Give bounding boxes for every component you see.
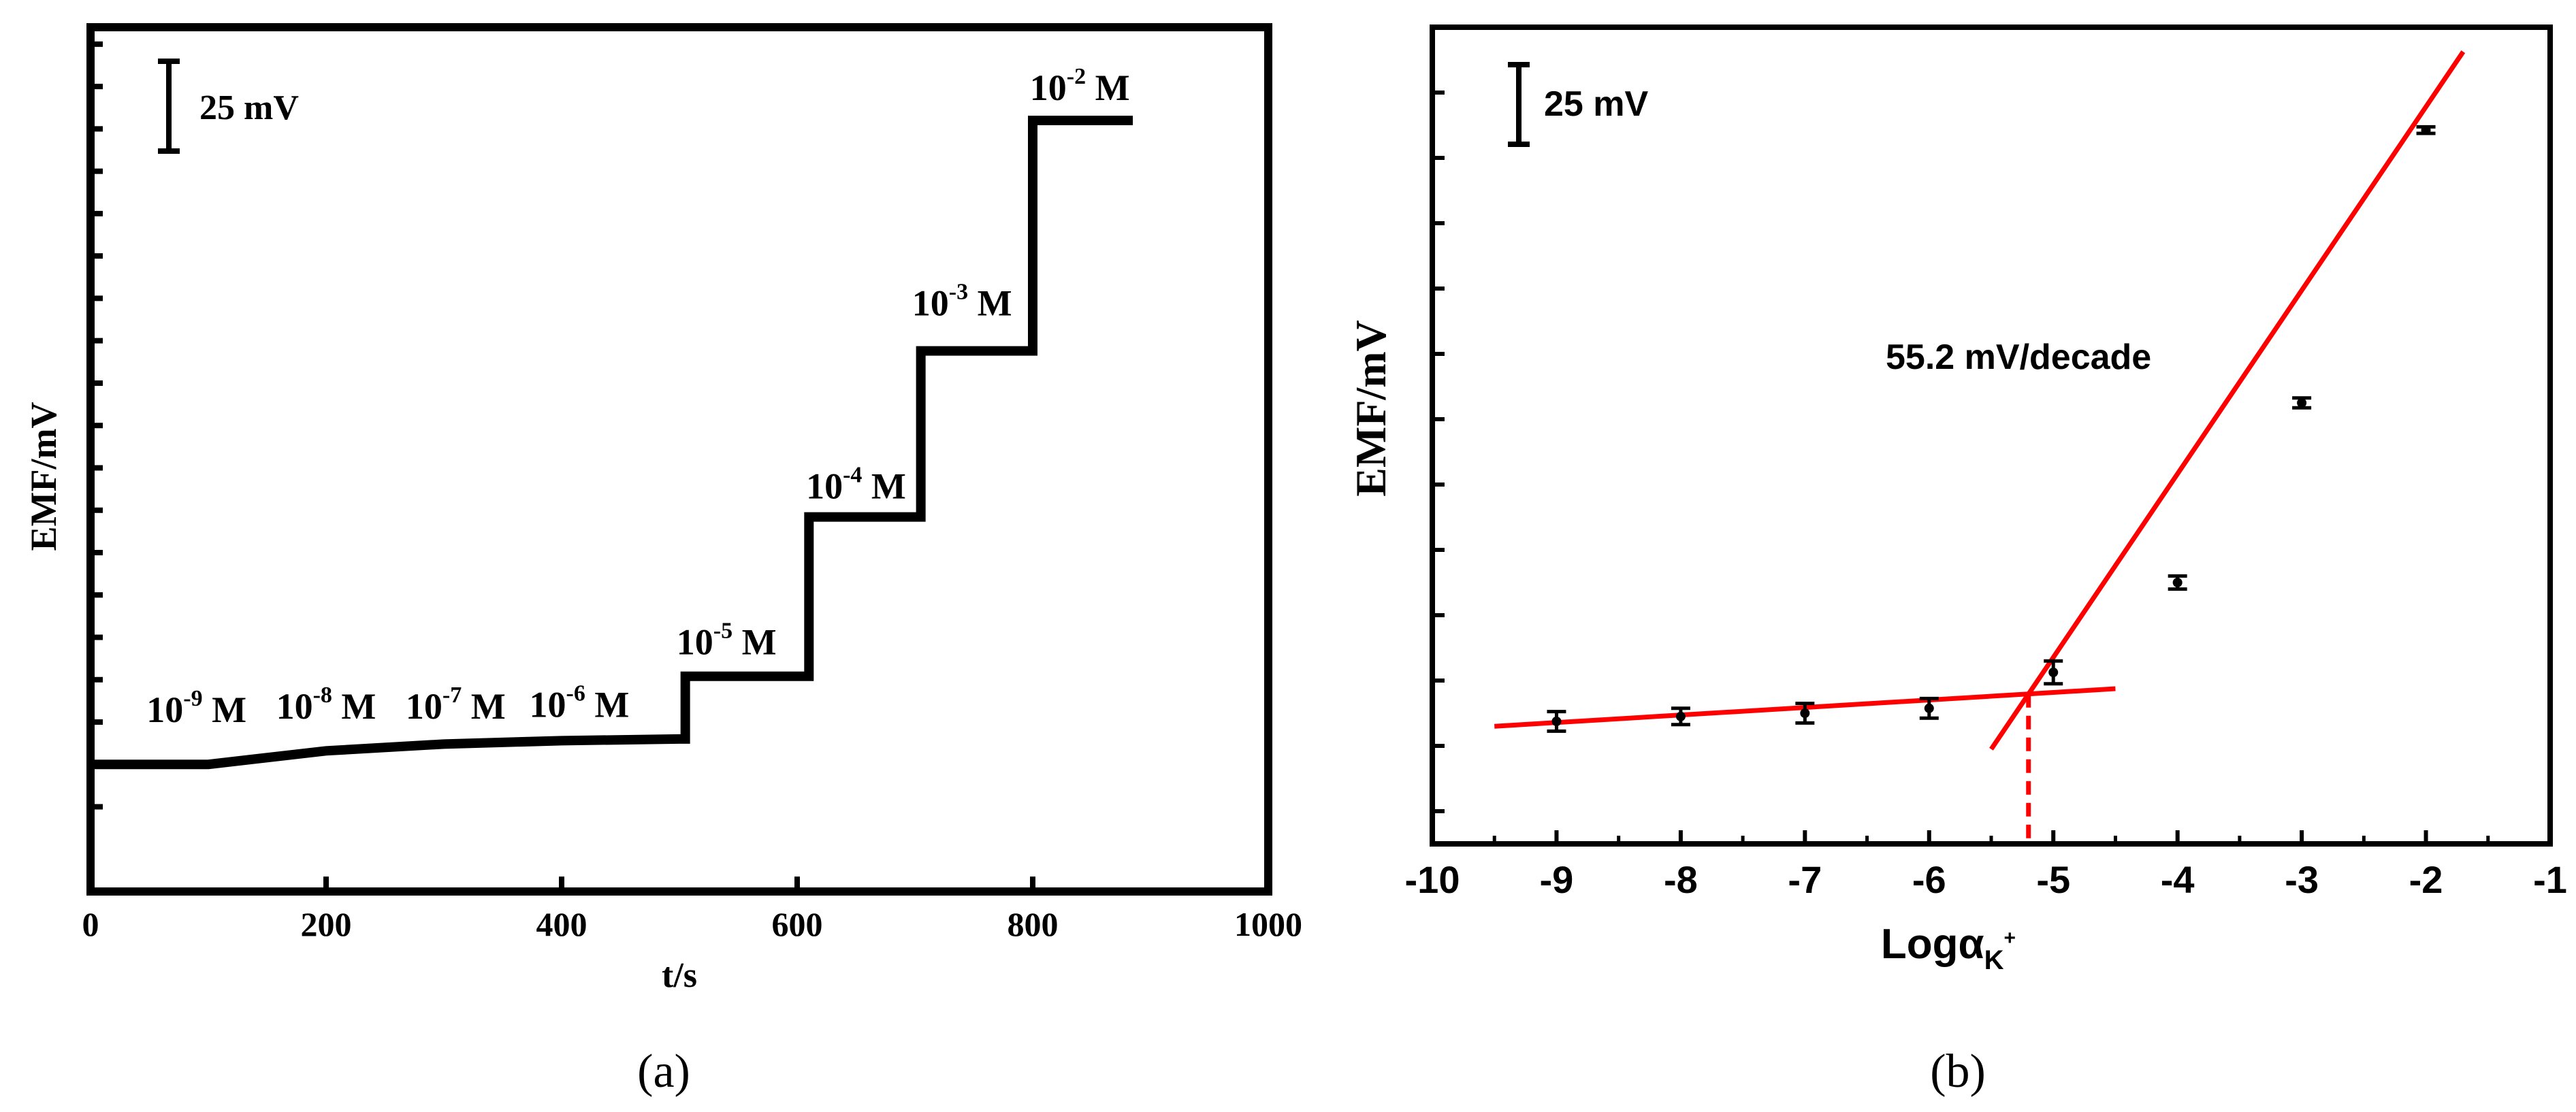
panel-b-point-marker <box>2297 398 2307 408</box>
panel-b-x-tick-label: -7 <box>1788 858 1822 901</box>
panel-b-data-points <box>1547 125 2436 733</box>
panel-a-scale-bar-label: 25 mV <box>199 88 299 127</box>
panel-b-point-marker <box>2048 668 2059 677</box>
panel-b-x-axis-label-superscript: + <box>2004 927 2016 949</box>
concentration-exponent: -5 <box>713 618 732 643</box>
panel-b-x-ticks: -10 -9 -8 -7 -6 -5 -4 -3 -2 -1 <box>1405 830 2567 901</box>
panel-a-x-axis-label: t/s <box>662 956 697 995</box>
panel-a-step-line <box>91 115 1133 770</box>
concentration-unit: M <box>332 686 376 727</box>
panel-b-x-axis-label-subscript: K <box>1984 945 2004 975</box>
panel-b-y-ticks <box>1432 91 1445 813</box>
panel-a-x-tick-label: 800 <box>1008 905 1059 943</box>
panel-b-x-tick-label: -6 <box>1912 858 1946 901</box>
panel-b-x-tick-label: -5 <box>2036 858 2070 901</box>
panel-a-concentration-label: 10-4 M <box>806 462 906 506</box>
panel-a-x-tick-label: 1000 <box>1234 905 1302 943</box>
panel-b-x-tick-label: -10 <box>1405 858 1460 901</box>
concentration-base: 10 <box>1030 67 1067 108</box>
panel-b-x-tick-label: -8 <box>1664 858 1698 901</box>
concentration-base: 10 <box>677 621 713 662</box>
panel-a-concentration-label: 10-7 M <box>406 683 506 727</box>
panel-a: 0 200 400 600 800 1000 10-9 M 10-8 M 10-7 M 10-6… <box>23 23 1302 1098</box>
panel-a-plot-frame <box>86 23 1272 896</box>
concentration-base: 10 <box>406 686 442 727</box>
concentration-unit: M <box>585 685 629 725</box>
concentration-base: 10 <box>146 689 183 730</box>
panel-b-point-marker <box>1924 703 1934 713</box>
panel-b-point-marker <box>1551 717 1562 726</box>
concentration-exponent: -8 <box>313 683 332 708</box>
panel-b-data-point <box>2044 659 2063 686</box>
panel-a-x-tick-label: 600 <box>772 905 823 943</box>
concentration-exponent: -6 <box>566 681 585 706</box>
panel-b-slope-annotation: 55.2 mV/decade <box>1886 338 2151 377</box>
panel-b-y-axis-label: EMF/mV <box>1347 320 1395 497</box>
panel-a-caption: (a) <box>637 1045 690 1098</box>
concentration-exponent: -7 <box>442 683 462 708</box>
panel-a-concentration-label: 10-9 M <box>146 686 246 730</box>
panel-b-data-point <box>2416 125 2436 135</box>
concentration-unit: M <box>968 282 1012 323</box>
panel-a-concentration-label: 10-8 M <box>276 683 376 727</box>
panel-a-y-axis-label: EMF/mV <box>23 402 64 551</box>
panel-a-series <box>91 115 1133 770</box>
panel-b: -10 -9 -8 -7 -6 -5 -4 -3 -2 -1 25 mV 55.2 mV/deca… <box>1347 24 2567 1098</box>
panel-b-data-point <box>2292 396 2312 410</box>
panel-a-x-tick-label: 200 <box>301 905 352 943</box>
concentration-exponent: -9 <box>183 686 202 711</box>
panel-b-point-marker <box>1800 708 1810 718</box>
concentration-unit: M <box>862 465 905 506</box>
panel-a-x-tick-label: 0 <box>82 905 99 943</box>
concentration-base: 10 <box>276 686 313 727</box>
panel-a-concentration-label: 10-5 M <box>677 618 777 662</box>
panel-b-point-marker <box>2421 125 2431 135</box>
panel-a-y-ticks <box>91 41 103 810</box>
panel-a-concentration-label: 10-2 M <box>1030 64 1130 108</box>
panel-a-concentration-label: 10-3 M <box>912 279 1012 323</box>
panel-b-data-point <box>1547 710 1566 733</box>
panel-b-data-point <box>1919 696 1939 720</box>
panel-b-fit-line <box>1989 50 2466 751</box>
panel-a-scale-bar: 25 mV <box>158 59 299 154</box>
panel-b-x-tick-label: -3 <box>2285 858 2319 901</box>
panel-a-step-labels: 10-9 M 10-8 M 10-7 M 10-6 M10-5 M10-4 M10-3… <box>146 64 1129 730</box>
concentration-unit: M <box>732 621 776 662</box>
panel-b-x-tick-label: -2 <box>2409 858 2443 901</box>
concentration-exponent: -2 <box>1067 64 1086 89</box>
panel-b-x-axis-label-main: Logα <box>1881 921 1984 968</box>
concentration-unit: M <box>1086 67 1129 108</box>
panel-b-data-point <box>1671 706 1690 727</box>
panel-b-point-marker <box>2172 578 2183 587</box>
panel-a-x-ticks: 0 200 400 600 800 1000 <box>82 877 1302 943</box>
panel-b-x-tick-label: -9 <box>1540 858 1574 901</box>
concentration-unit: M <box>462 686 505 727</box>
panel-b-x-axis-label: LogαK+ <box>1881 921 2016 975</box>
concentration-base: 10 <box>806 465 843 506</box>
concentration-unit: M <box>203 689 246 730</box>
concentration-base: 10 <box>912 282 949 323</box>
concentration-exponent: -4 <box>843 462 862 487</box>
panel-b-caption: (b) <box>1930 1045 1986 1098</box>
panel-b-data-point <box>2168 574 2187 591</box>
concentration-base: 10 <box>530 685 566 725</box>
panel-a-concentration-label: 10-6 M <box>530 681 630 725</box>
panel-b-scale-bar-label: 25 mV <box>1544 84 1649 124</box>
panel-b-point-marker <box>1675 711 1686 721</box>
panel-a-x-tick-label: 400 <box>536 905 587 943</box>
concentration-exponent: -3 <box>949 279 968 304</box>
panel-b-x-tick-label: -1 <box>2533 858 2567 901</box>
panel-b-x-tick-label: -4 <box>2161 858 2195 901</box>
panel-b-scale-bar: 25 mV <box>1508 62 1649 147</box>
panel-b-fit-lines <box>1494 50 2466 844</box>
panel-b-data-point <box>1795 702 1815 725</box>
